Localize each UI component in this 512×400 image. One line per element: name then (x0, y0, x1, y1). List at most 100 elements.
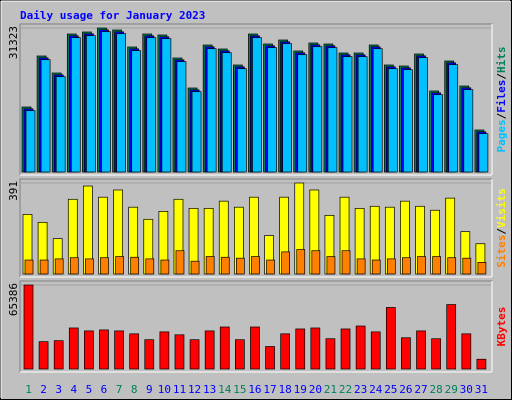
bar (191, 91, 202, 173)
bar (402, 257, 411, 275)
bar (161, 38, 172, 173)
x-tick-label: 9 (146, 383, 153, 396)
x-tick-label: 17 (263, 383, 276, 396)
bar (84, 330, 94, 370)
x-tick-label: 28 (429, 383, 442, 396)
x-tick-label: 6 (101, 383, 108, 396)
bar (416, 330, 426, 370)
bar (54, 258, 64, 275)
legend-entry: Pages (495, 119, 508, 152)
legend: Pages/Files/Hits (495, 47, 508, 153)
bar (463, 89, 474, 173)
bar (266, 259, 275, 275)
bar (312, 46, 323, 173)
bar (38, 341, 49, 370)
bar (267, 47, 277, 173)
bar (403, 69, 413, 173)
bar (189, 339, 200, 370)
bar (146, 37, 157, 173)
bar (418, 57, 428, 173)
bar (130, 256, 140, 275)
x-tick-label: 29 (445, 383, 458, 396)
bar (175, 250, 185, 275)
x-tick-label: 1 (25, 383, 32, 396)
bar (101, 31, 111, 173)
legend-entry: Visits (495, 188, 508, 228)
x-tick-label: 18 (279, 383, 292, 396)
bar (370, 331, 381, 370)
bar (99, 329, 109, 370)
bar (386, 258, 396, 275)
bar (86, 35, 96, 173)
x-tick-label: 5 (86, 383, 93, 396)
bar (250, 326, 260, 370)
bar (205, 256, 215, 275)
bar (55, 76, 66, 173)
bar (401, 337, 411, 370)
x-tick-label: 4 (70, 383, 77, 396)
x-tick-label: 14 (218, 383, 232, 396)
legend-entry: Hits (495, 47, 508, 74)
chart-title: Daily usage for January 2023 (20, 9, 205, 22)
bar (100, 257, 109, 275)
bar (295, 328, 306, 370)
bar (53, 340, 64, 370)
bar (325, 338, 336, 370)
bar (25, 110, 36, 173)
bar (159, 331, 170, 370)
bar (448, 64, 459, 173)
bar (129, 333, 140, 370)
bar (432, 256, 441, 275)
bar (385, 307, 396, 370)
bar (114, 330, 124, 370)
x-tick-label: 20 (309, 383, 322, 396)
x-tick-label: 21 (324, 383, 337, 396)
bar (476, 358, 487, 370)
bar (219, 326, 230, 370)
bar (23, 284, 34, 370)
bar (280, 333, 290, 370)
bar (116, 33, 126, 173)
y-tick-label: 391 (7, 181, 20, 201)
bar (85, 258, 94, 275)
bar (311, 250, 321, 275)
bar (70, 37, 81, 173)
bar (144, 339, 155, 370)
bar (68, 327, 79, 370)
bar (176, 61, 187, 173)
bar (355, 325, 366, 370)
x-tick-label: 23 (354, 383, 367, 396)
x-tick-label: 27 (414, 383, 427, 396)
x-tick-label: 24 (369, 383, 383, 396)
bar (431, 338, 441, 370)
x-tick-label: 11 (173, 383, 186, 396)
bar (40, 59, 51, 173)
bar (251, 256, 260, 275)
bar (24, 259, 34, 275)
bar (252, 37, 262, 173)
bar (131, 50, 142, 173)
legend-entry: Sites (495, 235, 508, 268)
bar (204, 330, 215, 370)
legend-separator: / (495, 73, 508, 80)
legend-entry: KBytes (495, 307, 508, 347)
bar (221, 52, 232, 173)
x-tick-label: 15 (233, 383, 246, 396)
legend-separator: / (495, 228, 508, 235)
bar (220, 256, 230, 275)
bar (39, 259, 49, 275)
bar (461, 333, 472, 370)
bar (387, 68, 398, 173)
bar (342, 56, 353, 173)
x-tick-label: 3 (55, 383, 62, 396)
bar (265, 346, 275, 370)
bar (371, 259, 381, 275)
x-tick-label: 19 (294, 383, 307, 396)
legend: Sites/Visits (495, 188, 508, 268)
bar (433, 94, 443, 173)
bar (160, 259, 170, 275)
bar (447, 257, 457, 275)
y-tick-label: 31323 (7, 26, 20, 59)
x-tick-label: 13 (203, 383, 216, 396)
legend-separator: / (495, 112, 508, 119)
